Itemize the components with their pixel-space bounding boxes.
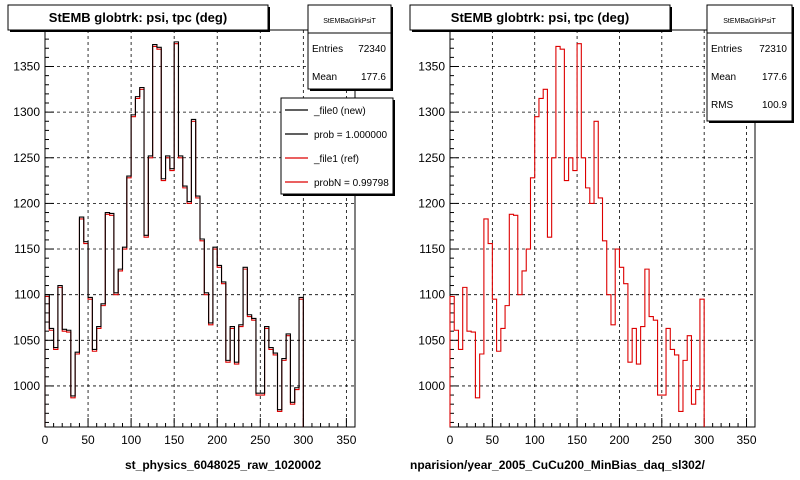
y-tick-label: 1150 xyxy=(14,242,40,256)
histogram-series-2 xyxy=(44,41,304,427)
chart-panel-1: 0 50 100 150 200 250 300 350 1000 1050 1100 1150 120… xyxy=(7,4,395,472)
x-tick-label: 150 xyxy=(567,433,587,447)
y-tick-label: 1050 xyxy=(418,333,445,347)
y-tick-label: 1300 xyxy=(418,105,445,119)
stats-value: 177.6 xyxy=(361,72,386,83)
title-box xyxy=(409,4,671,31)
stats-name: StEMBaGlrkPsiT xyxy=(723,18,776,25)
x-tick-label: 250 xyxy=(250,433,270,447)
stats-value: 72310 xyxy=(759,44,787,55)
x-tick-label: 150 xyxy=(164,433,184,447)
y-tick-label: 1150 xyxy=(419,242,445,256)
x-tick-label: 200 xyxy=(207,433,227,447)
x-tick-label: 100 xyxy=(525,433,545,447)
x-tick-label: 100 xyxy=(121,433,141,447)
x-tick-label: 350 xyxy=(336,433,356,447)
stats-label: Mean xyxy=(711,72,736,83)
chart-title: StEMB globtrk: psi, tpc (deg) xyxy=(451,10,629,25)
x-tick-label: 200 xyxy=(609,433,629,447)
stats-value: 72340 xyxy=(358,44,386,55)
y-tick-label: 1050 xyxy=(13,333,40,347)
legend-label: probN = 0.99798 xyxy=(314,178,389,189)
y-tick-label: 1250 xyxy=(13,151,40,165)
y-tick-label: 1100 xyxy=(14,288,40,302)
stats-name: StEMBaGlrkPsiT xyxy=(323,18,376,25)
x-tick-label: 350 xyxy=(737,433,757,447)
x-tick-label: 300 xyxy=(694,433,714,447)
y-tick-label: 1350 xyxy=(13,60,40,74)
stats-label: Entries xyxy=(711,44,742,55)
stats-label: RMS xyxy=(711,100,734,111)
stats-label: Entries xyxy=(312,44,343,55)
legend-label: prob = 1.000000 xyxy=(314,130,388,141)
title-box xyxy=(7,4,269,31)
legend-label: _file1 (ref) xyxy=(313,154,359,165)
histogram-series-1 xyxy=(449,43,705,427)
y-tick-label: 1350 xyxy=(418,60,445,74)
x-tick-label: 50 xyxy=(486,433,500,447)
chart-title: StEMB globtrk: psi, tpc (deg) xyxy=(49,10,227,25)
x-tick-label: 50 xyxy=(81,433,95,447)
x-tick-label: 300 xyxy=(293,433,313,447)
x-tick-label: 0 xyxy=(447,433,454,447)
stats-value: 100.9 xyxy=(762,100,787,111)
y-tick-label: 1300 xyxy=(13,105,40,119)
y-tick-label: 1250 xyxy=(418,151,445,165)
y-tick-label: 1100 xyxy=(419,288,445,302)
x-tick-label: 0 xyxy=(42,433,49,447)
y-tick-label: 1000 xyxy=(418,379,445,393)
x-axis-label: nparision/year_2005_CuCu200_MinBias_daq_… xyxy=(410,458,705,472)
y-tick-label: 1000 xyxy=(13,379,40,393)
legend-label: _file0 (new) xyxy=(313,106,366,117)
y-tick-label: 1200 xyxy=(418,196,445,210)
x-tick-label: 250 xyxy=(652,433,672,447)
chart-panel-2: 0 50 100 150 200 250 300 350 1000 1050 1100 1150 120… xyxy=(409,4,794,472)
x-axis-label: st_physics_6048025_raw_1020002 xyxy=(125,458,321,472)
y-tick-label: 1200 xyxy=(13,196,40,210)
stats-box xyxy=(307,4,392,90)
stats-label: Mean xyxy=(312,72,337,83)
legend-box xyxy=(280,97,394,195)
stats-value: 177.6 xyxy=(762,72,787,83)
stats-box xyxy=(706,4,793,122)
